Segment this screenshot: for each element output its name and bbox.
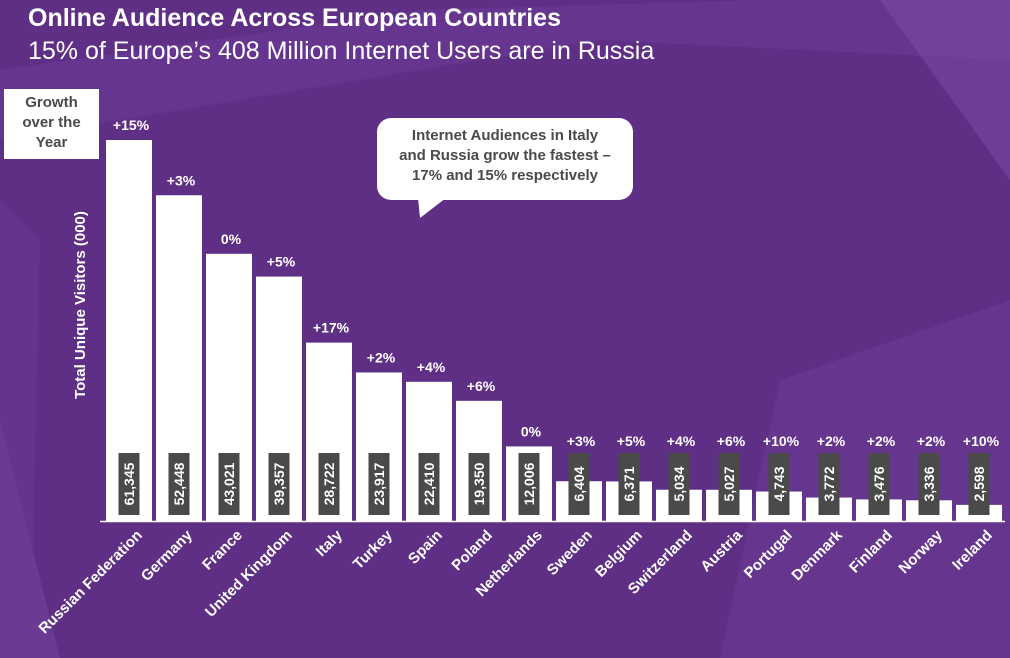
value-label-bg <box>768 453 790 515</box>
category-label: France <box>199 527 246 574</box>
growth-label: +4% <box>417 359 446 375</box>
growth-label: +10% <box>963 433 1000 449</box>
value-label-bg <box>418 453 440 515</box>
growth-label: +10% <box>763 433 800 449</box>
value-label: 12,006 <box>521 462 537 505</box>
growth-label: +5% <box>267 254 296 270</box>
growth-label: +3% <box>567 433 596 449</box>
value-label-bg <box>118 453 140 515</box>
growth-label: +6% <box>717 433 746 449</box>
callout-tail <box>418 198 446 218</box>
value-label: 5,027 <box>721 466 737 501</box>
category-label: Norway <box>895 526 946 577</box>
value-label-bg <box>368 453 390 515</box>
growth-label: +17% <box>313 320 350 336</box>
value-label-bg <box>968 453 990 515</box>
category-label: Germany <box>138 526 196 584</box>
growth-label: +2% <box>867 433 896 449</box>
callout-line-1: Internet Audiences in Italy <box>411 127 599 144</box>
growth-label: 0% <box>221 231 242 247</box>
value-label: 6,371 <box>621 466 637 501</box>
category-label: Denmark <box>788 526 846 584</box>
legend-line-3: Year <box>35 134 68 151</box>
value-label-bg <box>318 453 340 515</box>
value-label: 61,345 <box>121 462 137 505</box>
growth-label: +3% <box>167 172 196 188</box>
category-label: United Kingdom <box>202 527 296 621</box>
value-label-bg <box>518 453 540 515</box>
value-label-bg <box>718 453 740 515</box>
growth-label: +2% <box>817 433 846 449</box>
value-label-bg <box>468 453 490 515</box>
growth-label: +15% <box>113 117 150 133</box>
value-label: 19,350 <box>471 462 487 505</box>
growth-label: 0% <box>521 423 542 439</box>
category-label: Russian Federation <box>35 527 145 637</box>
callout-line-3: 17% and 15% respectively <box>412 167 598 184</box>
category-label: Portugal <box>741 527 796 582</box>
value-label-bg <box>818 453 840 515</box>
category-label: Finland <box>846 527 896 577</box>
value-label: 28,722 <box>321 462 337 505</box>
growth-label: +4% <box>667 433 696 449</box>
chart-subtitle: 15% of Europe’s 408 Million Internet Use… <box>28 37 655 65</box>
value-label: 52,448 <box>171 462 187 505</box>
value-label: 3,476 <box>871 466 887 501</box>
value-label: 22,410 <box>421 462 437 505</box>
growth-label: +6% <box>467 378 496 394</box>
value-label-bg <box>568 453 590 515</box>
category-label: Austria <box>697 526 746 575</box>
value-label: 6,404 <box>571 466 587 501</box>
value-label: 43,021 <box>221 462 237 505</box>
legend-line-1: Growth <box>25 94 78 111</box>
category-label: Poland <box>448 527 495 574</box>
value-label-bg <box>168 453 190 515</box>
category-label: Ireland <box>949 527 996 574</box>
value-label: 2,598 <box>971 466 987 501</box>
value-label: 5,034 <box>671 466 687 501</box>
category-label: Turkey <box>350 526 396 572</box>
chart-title: Online Audience Across European Countrie… <box>28 4 561 32</box>
value-label: 3,336 <box>921 466 937 501</box>
category-label: Sweden <box>544 527 596 579</box>
category-label: Spain <box>405 527 446 568</box>
value-label-bg <box>868 453 890 515</box>
growth-label: +5% <box>617 433 646 449</box>
value-label-bg <box>918 453 940 515</box>
growth-label: +2% <box>367 349 396 365</box>
value-label-bg <box>268 453 290 515</box>
callout-bubble: Internet Audiences in Italy and Russia g… <box>377 118 633 200</box>
value-label: 4,743 <box>771 466 787 501</box>
category-label: Italy <box>313 526 347 560</box>
value-label-bg <box>218 453 240 515</box>
value-label: 39,357 <box>271 462 287 505</box>
value-label: 23,917 <box>371 462 387 505</box>
callout-line-2: and Russia grow the fastest – <box>399 147 611 164</box>
value-label-bg <box>668 453 690 515</box>
legend-line-2: over the <box>22 114 81 131</box>
value-label-bg <box>618 453 640 515</box>
growth-legend-box: Growth over the Year <box>4 89 99 159</box>
growth-label: +2% <box>917 433 946 449</box>
value-label: 3,772 <box>821 466 837 501</box>
